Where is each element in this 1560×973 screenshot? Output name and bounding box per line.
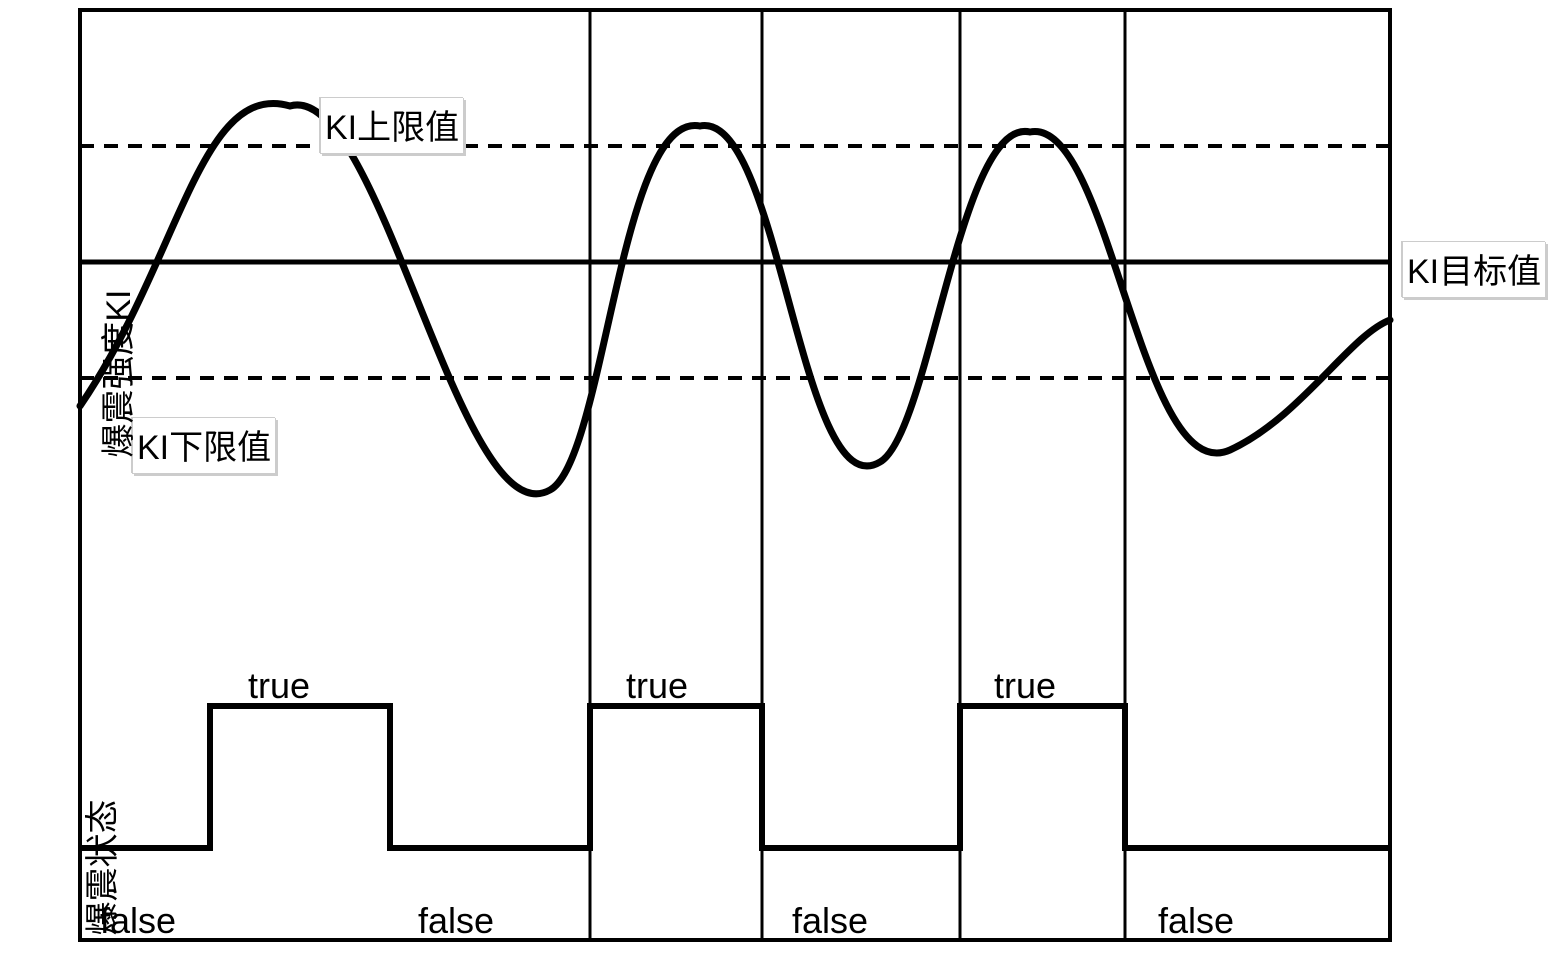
ki-target-label: KI目标值 — [1402, 242, 1546, 298]
true-label: true — [994, 665, 1056, 707]
knock-state-step — [80, 706, 1390, 848]
ki-upper-limit-label: KI上限值 — [320, 98, 464, 154]
false-label: false — [1158, 900, 1234, 942]
false-label: false — [100, 900, 176, 942]
y-axis-upper-label: 爆震强度KI — [91, 290, 140, 458]
false-label: false — [418, 900, 494, 942]
ki-wave — [80, 103, 1390, 493]
ki-lower-limit-label: KI下限值 — [132, 418, 276, 474]
diagram-svg — [0, 0, 1560, 973]
true-label: true — [248, 665, 310, 707]
false-label: false — [792, 900, 868, 942]
true-label: true — [626, 665, 688, 707]
vertical-dividers — [590, 10, 1125, 940]
